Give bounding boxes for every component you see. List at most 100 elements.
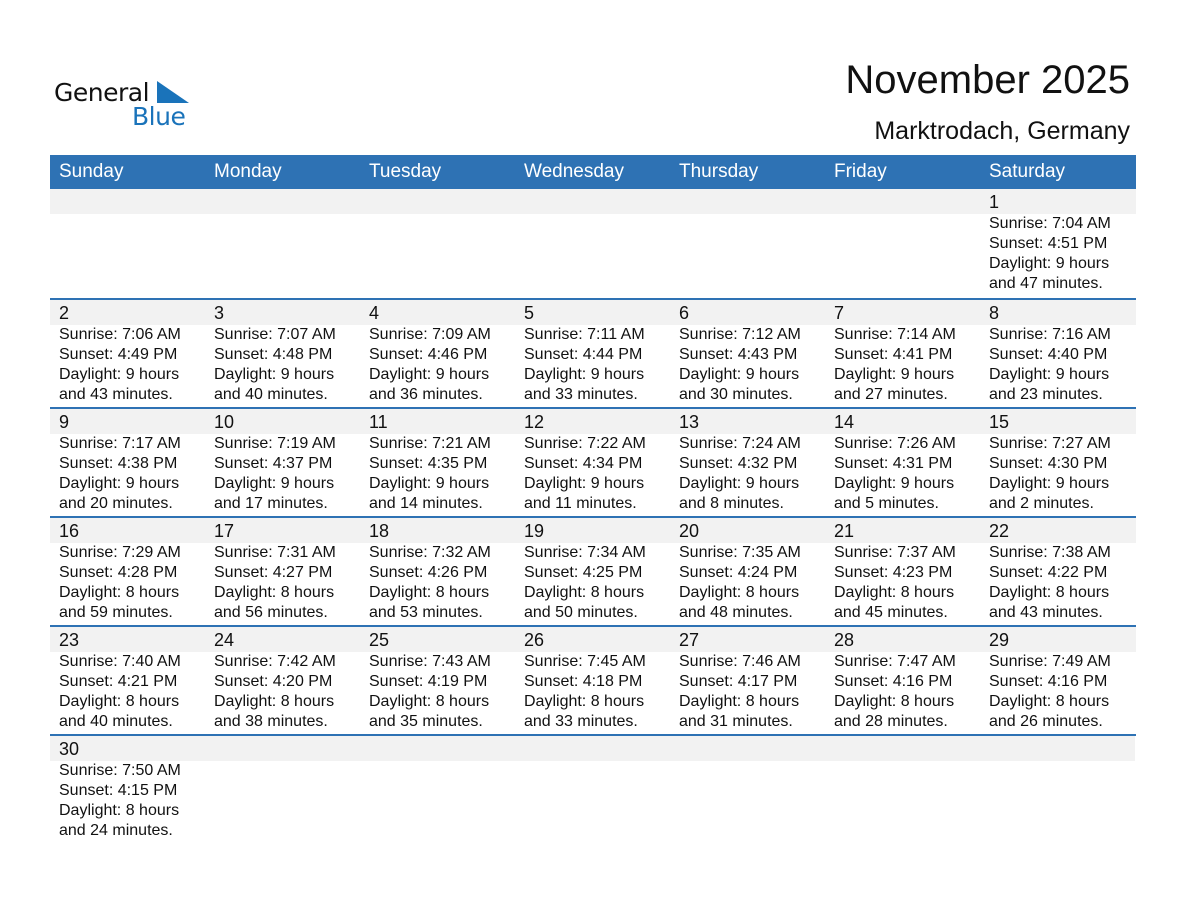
daylight-minutes: and 26 minutes. <box>989 713 1103 730</box>
weekday-thursday: Thursday <box>679 161 759 182</box>
day-cell: 28 Sunrise: 7:47 AM Sunset: 4:16 PM Dayligh… <box>825 627 980 734</box>
daylight: Daylight: 8 hours <box>524 584 645 601</box>
sunset: Sunset: 4:28 PM <box>59 564 178 581</box>
day-cell: 13 Sunrise: 7:24 AM Sunset: 4:32 PM Dayligh… <box>670 409 825 516</box>
week-row: 1 Sunrise: 7:04 AM Sunset: 4:51 PM Daylight… <box>50 189 1136 298</box>
date-band <box>50 518 1136 543</box>
day-cell <box>205 189 360 298</box>
sunset: Sunset: 4:26 PM <box>369 564 488 581</box>
daylight: Daylight: 9 hours <box>59 475 180 492</box>
day-number: 1 <box>989 192 1000 212</box>
day-cell <box>515 736 670 843</box>
date-band <box>50 409 1136 434</box>
day-number: 4 <box>369 303 380 323</box>
day-cell: 7 Sunrise: 7:14 AM Sunset: 4:41 PM Daylight… <box>825 300 980 407</box>
daylight: Daylight: 9 hours <box>834 366 955 383</box>
sunset: Sunset: 4:24 PM <box>679 564 798 581</box>
day-number: 26 <box>524 630 545 650</box>
daylight-minutes: and 33 minutes. <box>524 386 638 403</box>
day-cell: 14 Sunrise: 7:26 AM Sunset: 4:31 PM Dayligh… <box>825 409 980 516</box>
daylight-minutes: and 53 minutes. <box>369 604 483 621</box>
sunrise: Sunrise: 7:32 AM <box>369 544 491 561</box>
sunrise: Sunrise: 7:07 AM <box>214 326 336 343</box>
daylight: Daylight: 8 hours <box>989 693 1110 710</box>
sunrise: Sunrise: 7:21 AM <box>369 435 491 452</box>
day-number: 25 <box>369 630 390 650</box>
sunrise: Sunrise: 7:38 AM <box>989 544 1111 561</box>
daylight: Daylight: 8 hours <box>59 584 180 601</box>
day-number: 27 <box>679 630 700 650</box>
day-cell <box>980 736 1135 843</box>
day-number: 23 <box>59 630 80 650</box>
sunrise: Sunrise: 7:17 AM <box>59 435 181 452</box>
sunset: Sunset: 4:27 PM <box>214 564 333 581</box>
logo-triangle-icon <box>157 81 189 103</box>
sunrise: Sunrise: 7:26 AM <box>834 435 956 452</box>
sunset: Sunset: 4:30 PM <box>989 455 1108 472</box>
sunrise: Sunrise: 7:37 AM <box>834 544 956 561</box>
day-number: 22 <box>989 521 1010 541</box>
daylight-minutes: and 5 minutes. <box>834 495 939 512</box>
daylight-minutes: and 27 minutes. <box>834 386 948 403</box>
daylight-minutes: and 24 minutes. <box>59 822 173 839</box>
daylight: Daylight: 9 hours <box>989 255 1110 272</box>
week-row: 30 Sunrise: 7:50 AM Sunset: 4:15 PM Dayligh… <box>50 734 1136 843</box>
sunset: Sunset: 4:19 PM <box>369 673 488 690</box>
sunset: Sunset: 4:16 PM <box>834 673 953 690</box>
daylight: Daylight: 9 hours <box>679 366 800 383</box>
sunset: Sunset: 4:20 PM <box>214 673 333 690</box>
sunset: Sunset: 4:35 PM <box>369 455 488 472</box>
day-number: 15 <box>989 412 1010 432</box>
daylight: Daylight: 8 hours <box>369 584 490 601</box>
daylight-minutes: and 47 minutes. <box>989 275 1103 292</box>
day-cell: 3 Sunrise: 7:07 AM Sunset: 4:48 PM Daylight… <box>205 300 360 407</box>
daylight: Daylight: 9 hours <box>214 366 335 383</box>
day-cell: 19 Sunrise: 7:34 AM Sunset: 4:25 PM Dayligh… <box>515 518 670 625</box>
day-cell: 23 Sunrise: 7:40 AM Sunset: 4:21 PM Dayligh… <box>50 627 205 734</box>
sunrise: Sunrise: 7:43 AM <box>369 653 491 670</box>
daylight-minutes: and 23 minutes. <box>989 386 1103 403</box>
day-number: 8 <box>989 303 1000 323</box>
daylight-minutes: and 35 minutes. <box>369 713 483 730</box>
date-band <box>50 736 1135 761</box>
sunrise: Sunrise: 7:24 AM <box>679 435 801 452</box>
sunrise: Sunrise: 7:06 AM <box>59 326 181 343</box>
daylight: Daylight: 9 hours <box>214 475 335 492</box>
daylight-minutes: and 11 minutes. <box>524 495 637 512</box>
sunset: Sunset: 4:43 PM <box>679 346 798 363</box>
daylight-minutes: and 48 minutes. <box>679 604 793 621</box>
sunrise: Sunrise: 7:19 AM <box>214 435 336 452</box>
sunrise: Sunrise: 7:29 AM <box>59 544 181 561</box>
daylight-minutes: and 59 minutes. <box>59 604 173 621</box>
daylight: Daylight: 9 hours <box>524 475 645 492</box>
sunrise: Sunrise: 7:09 AM <box>369 326 491 343</box>
daylight: Daylight: 8 hours <box>679 693 800 710</box>
daylight: Daylight: 8 hours <box>524 693 645 710</box>
daylight: Daylight: 9 hours <box>369 475 490 492</box>
day-number: 13 <box>679 412 700 432</box>
daylight: Daylight: 8 hours <box>369 693 490 710</box>
day-cell: 16 Sunrise: 7:29 AM Sunset: 4:28 PM Dayligh… <box>50 518 205 625</box>
daylight: Daylight: 9 hours <box>989 366 1110 383</box>
week-row: 2 Sunrise: 7:06 AM Sunset: 4:49 PM Daylight… <box>50 298 1136 407</box>
weekday-saturday: Saturday <box>989 161 1066 182</box>
sunset: Sunset: 4:16 PM <box>989 673 1108 690</box>
daylight-minutes: and 43 minutes. <box>59 386 173 403</box>
date-band <box>50 300 1136 325</box>
logo-text-general: General <box>54 78 150 107</box>
sunset: Sunset: 4:48 PM <box>214 346 333 363</box>
sunset: Sunset: 4:44 PM <box>524 346 643 363</box>
weekday-header: Sunday Monday Tuesday Wednesday Thursday Frid… <box>50 155 1136 189</box>
daylight-minutes: and 56 minutes. <box>214 604 328 621</box>
sunset: Sunset: 4:51 PM <box>989 235 1108 252</box>
day-number: 20 <box>679 521 700 541</box>
date-band <box>50 627 1136 652</box>
weekday-monday: Monday <box>214 161 282 182</box>
weekday-wednesday: Wednesday <box>524 161 624 182</box>
sunrise: Sunrise: 7:16 AM <box>989 326 1111 343</box>
day-number: 2 <box>59 303 70 323</box>
day-cell: 10 Sunrise: 7:19 AM Sunset: 4:37 PM Dayligh… <box>205 409 360 516</box>
day-cell: 5 Sunrise: 7:11 AM Sunset: 4:44 PM Daylight… <box>515 300 670 407</box>
logo-text-blue: Blue <box>132 102 186 131</box>
day-cell <box>825 736 980 843</box>
